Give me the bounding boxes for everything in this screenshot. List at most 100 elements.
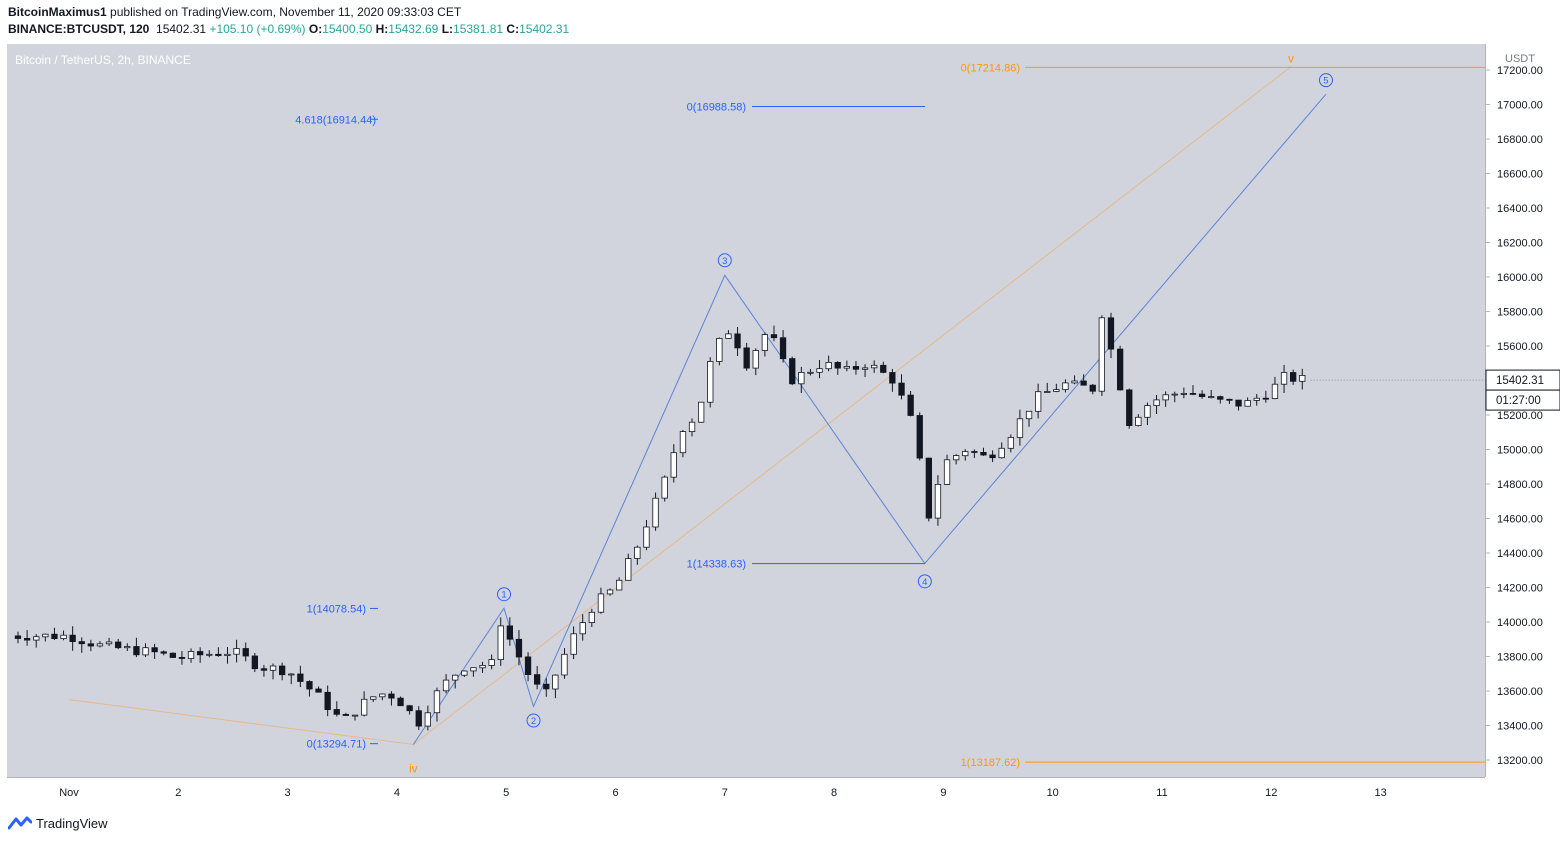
time-tick-label: 13 xyxy=(1374,787,1386,799)
candle-body xyxy=(524,656,532,676)
close-label: C: xyxy=(506,22,520,36)
candle-body xyxy=(33,636,40,641)
candle-body xyxy=(798,371,805,385)
price-tick-label: 14200.00 xyxy=(1497,583,1543,595)
candle-body xyxy=(342,714,350,716)
candle-body xyxy=(497,625,504,661)
candle-body xyxy=(1098,317,1105,392)
wave-label-circle xyxy=(526,713,541,728)
candle-body xyxy=(825,361,832,370)
price-tick-label: 16800.00 xyxy=(1497,134,1543,146)
candle-body xyxy=(160,651,167,654)
candle-body xyxy=(1171,393,1178,396)
symbol-label: BINANCE:BTCUSDT, 120 xyxy=(8,22,150,36)
candle-body xyxy=(1198,393,1206,398)
candle-body xyxy=(852,365,860,370)
candle-body xyxy=(333,709,340,715)
price-tick-label: 15600.00 xyxy=(1497,341,1543,353)
price-tick-label: 14600.00 xyxy=(1497,514,1543,526)
candle-body xyxy=(716,337,723,362)
fib-level-label: 1(14338.63) xyxy=(687,559,746,571)
candle-body xyxy=(1262,397,1269,400)
close-value: 15402.31 xyxy=(519,22,570,36)
time-axis[interactable] xyxy=(7,777,1485,804)
candle-body xyxy=(23,638,31,641)
fib-level-label: 1(14078.54) xyxy=(307,603,366,615)
candle-body xyxy=(233,648,240,655)
fib-level-label: 4.618(16914.44) xyxy=(295,114,376,126)
candle-body xyxy=(625,558,632,581)
candle-body xyxy=(178,657,186,659)
wave-label: v xyxy=(1288,52,1294,66)
candle-body xyxy=(196,651,204,656)
candle-body xyxy=(1044,391,1051,393)
candle-body xyxy=(278,665,286,676)
time-tick-label: 3 xyxy=(285,787,291,799)
candle-body xyxy=(351,714,359,717)
candle-body xyxy=(743,347,750,369)
candle-body xyxy=(87,643,94,647)
low-label: L: xyxy=(441,22,454,36)
price-tick-label: 14400.00 xyxy=(1497,548,1543,560)
candle-body xyxy=(515,638,523,658)
candle-body xyxy=(78,641,85,645)
candle-body xyxy=(260,668,268,671)
candle-body xyxy=(616,579,623,591)
candle-body xyxy=(761,334,768,351)
candle-body xyxy=(1153,399,1160,406)
wave-label: 5 xyxy=(1323,76,1328,87)
candle-body xyxy=(543,683,550,690)
author-name[interactable]: BitcoinMaximus1 xyxy=(8,5,107,19)
candle-body xyxy=(1290,372,1297,382)
candle-body xyxy=(315,688,322,693)
candle-body xyxy=(934,483,942,519)
publish-info: BitcoinMaximus1 published on TradingView… xyxy=(8,5,461,19)
price-tick-label: 13400.00 xyxy=(1497,721,1543,733)
candle-body xyxy=(1144,405,1151,418)
fib-level-label: 0(17214.86) xyxy=(961,62,1020,74)
candle-body xyxy=(169,652,177,658)
price-tick-label: 16200.00 xyxy=(1497,238,1543,250)
chart-plot-area[interactable] xyxy=(7,44,1485,777)
price-tick-label: 14800.00 xyxy=(1497,479,1543,491)
tradingview-logo-icon xyxy=(8,816,32,830)
candle-body xyxy=(1071,380,1078,384)
wave-label: 4 xyxy=(922,577,927,588)
candle-body xyxy=(1126,389,1133,426)
candle-body xyxy=(206,653,213,656)
candle-body xyxy=(1016,418,1024,438)
tradingview-logo[interactable]: TradingView xyxy=(8,815,108,831)
price-tick-label: 13800.00 xyxy=(1497,652,1543,664)
candle-body xyxy=(925,457,932,519)
price-tick-label: 17200.00 xyxy=(1497,65,1543,77)
candle-body xyxy=(470,667,477,672)
candle-body xyxy=(1162,394,1169,401)
candle-body xyxy=(1226,398,1233,401)
candle-body xyxy=(679,431,687,454)
candle-body xyxy=(688,421,696,433)
candle-body xyxy=(388,693,395,699)
candle-body xyxy=(215,653,222,656)
candle-body xyxy=(652,497,659,528)
candle-body xyxy=(360,698,368,716)
candle-body xyxy=(1007,436,1014,449)
price-tick-label: 16400.00 xyxy=(1497,203,1543,215)
candle-body xyxy=(379,693,386,698)
candle-body xyxy=(1280,372,1288,385)
candle-body xyxy=(789,358,796,385)
candle-body xyxy=(670,452,677,478)
time-tick-label: 4 xyxy=(394,787,400,799)
candle-body xyxy=(698,401,705,423)
wave-label: 3 xyxy=(722,256,727,267)
candle-body xyxy=(1135,416,1142,426)
candle-body xyxy=(1180,392,1187,395)
candle-body xyxy=(488,659,495,666)
candle-body xyxy=(1089,384,1096,392)
candle-body xyxy=(834,361,841,369)
candle-body xyxy=(606,589,614,595)
wave-label: iv xyxy=(409,761,418,775)
wave-label: 2 xyxy=(531,716,536,727)
candle-body xyxy=(1189,392,1197,395)
price-tick-label: 15800.00 xyxy=(1497,307,1543,319)
